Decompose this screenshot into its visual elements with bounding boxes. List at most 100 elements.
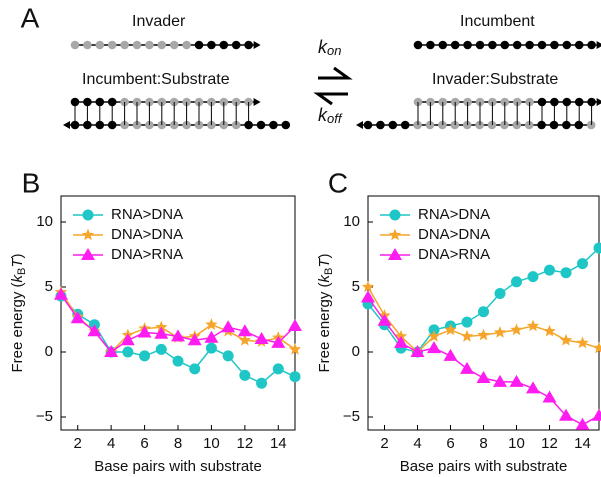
strand-arrow	[63, 121, 70, 129]
data-point	[254, 332, 269, 344]
data-point	[120, 333, 135, 346]
x-tick-label: 4	[107, 435, 115, 452]
data-point	[204, 330, 219, 343]
data-point	[461, 316, 473, 328]
y-label-part: B	[16, 268, 28, 275]
x-tick-label: 2	[74, 435, 82, 452]
data-point	[444, 323, 457, 336]
legend-marker	[389, 209, 401, 221]
y-tick-label: 10	[343, 213, 360, 230]
legend-label: RNA>DNA	[111, 206, 183, 223]
bead	[132, 40, 142, 50]
x-tick-label: 10	[508, 435, 525, 452]
y-tick-label: 10	[36, 213, 53, 230]
data-point	[543, 324, 556, 337]
bead	[463, 40, 472, 50]
data-point	[509, 374, 524, 387]
y-axis-label: Free energy (kBT)	[9, 253, 28, 372]
arrow	[313, 92, 348, 106]
rate-label: kon	[318, 37, 341, 59]
bead	[83, 40, 92, 50]
equilibrium-arrows	[313, 66, 353, 106]
strand-arrow	[596, 98, 601, 106]
bead	[488, 40, 497, 50]
strand-arrow	[253, 41, 261, 49]
data-point	[560, 267, 572, 279]
x-tick-label: 4	[413, 435, 421, 452]
data-point	[221, 320, 236, 333]
legend-label: DNA>RNA	[111, 246, 183, 263]
x-tick-label: 14	[270, 435, 287, 452]
rate-label: koff	[318, 105, 343, 127]
data-point	[559, 333, 573, 346]
bead	[194, 40, 204, 50]
data-point	[576, 336, 589, 349]
bead	[145, 40, 154, 50]
legend-label: RNA>DNA	[418, 206, 490, 223]
data-point	[256, 377, 268, 389]
data-point	[154, 326, 169, 339]
data-point	[410, 345, 425, 357]
data-point	[443, 348, 458, 361]
data-point	[575, 417, 590, 430]
data-point	[542, 390, 557, 403]
bead	[70, 40, 80, 50]
x-tick-label: 8	[479, 435, 487, 452]
data-point	[526, 319, 540, 332]
y-tick-label: 0	[352, 343, 360, 360]
data-point	[239, 369, 251, 381]
data-point	[493, 326, 507, 338]
x-tick-label: 10	[203, 435, 220, 452]
rate-k: k	[318, 37, 328, 57]
panel-label: C	[328, 167, 348, 198]
data-point	[460, 329, 474, 342]
bead	[450, 40, 460, 50]
data-point	[187, 333, 202, 346]
data-point	[526, 381, 540, 394]
arrow	[318, 66, 353, 80]
bead	[500, 40, 510, 50]
strands	[63, 40, 601, 130]
data-point	[54, 287, 68, 300]
strand-label: Invader:Substrate	[432, 71, 558, 88]
data-point	[427, 329, 441, 342]
data-point	[271, 335, 286, 348]
data-point	[205, 342, 217, 354]
strand-label: Incumbent:Substrate	[82, 71, 230, 88]
x-tick-label: 6	[446, 435, 454, 452]
x-tick-label: 2	[380, 435, 388, 452]
bead	[537, 40, 547, 50]
data-point	[577, 258, 588, 270]
bead	[475, 40, 485, 50]
bead	[207, 40, 216, 50]
data-point	[189, 363, 201, 375]
data-point	[527, 271, 539, 283]
data-point	[122, 346, 134, 358]
bead	[120, 40, 129, 50]
rate-sub: off	[327, 111, 343, 126]
data-point	[510, 323, 523, 336]
data-point	[87, 324, 102, 337]
legend-marker	[81, 248, 95, 260]
x-tick-label: 12	[541, 435, 558, 452]
y-tick-label: 5	[45, 278, 53, 295]
y-tick-label: −5	[36, 408, 53, 425]
x-axis-label: Base pairs with substrate	[94, 458, 262, 475]
rate-k: k	[318, 105, 328, 125]
y-label-part: T	[316, 257, 333, 268]
strand-label: Incumbent	[460, 13, 535, 30]
strand-label: Invader	[132, 13, 186, 30]
bead	[157, 40, 167, 50]
data-point	[171, 329, 185, 342]
strand-arrow	[253, 98, 261, 106]
strand-arrow	[356, 121, 363, 129]
data-point	[238, 333, 251, 346]
x-tick-label: 12	[237, 435, 254, 452]
data-point	[361, 290, 375, 303]
bead	[426, 40, 435, 50]
bead	[244, 40, 253, 50]
data-point	[288, 342, 302, 355]
bead	[438, 40, 448, 50]
data-point	[139, 350, 151, 362]
